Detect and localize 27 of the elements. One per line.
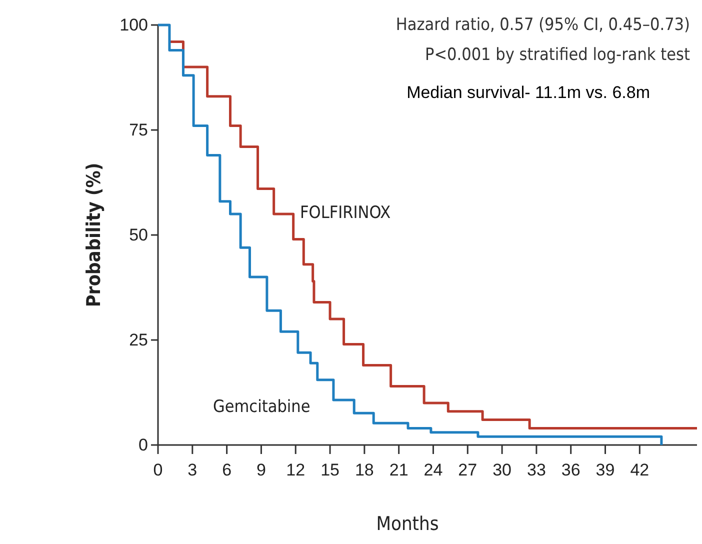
x-tick-label: 30: [492, 460, 512, 480]
y-tick-label: 50: [129, 225, 148, 244]
x-tick-label: 0: [153, 460, 163, 480]
x-tick-label: 3: [188, 460, 198, 480]
series-label: Gemcitabine: [213, 397, 310, 417]
x-tick-label: 36: [561, 460, 580, 480]
x-tick-label: 15: [320, 460, 340, 480]
x-tick-label: 12: [286, 460, 306, 480]
x-tick-label: 6: [222, 460, 232, 480]
x-tick-label: 33: [526, 460, 546, 480]
x-tick-label: 42: [630, 460, 650, 480]
y-tick-label: 25: [129, 330, 148, 350]
y-tick-label: 100: [120, 15, 148, 34]
annotation: P<0.001 by stratified log-rank test: [424, 45, 690, 65]
x-tick-label: 9: [256, 460, 266, 480]
series-label: FOLFIRINOX: [300, 203, 391, 223]
annotation: Median survival- 11.1m vs. 6.8m: [406, 83, 650, 102]
annotation: Hazard ratio, 0.57 (95% CI, 0.45–0.73): [396, 15, 690, 35]
x-tick-label: 27: [458, 460, 478, 480]
y-tick-label: 75: [129, 120, 148, 140]
y-axis-title: Probability (%): [83, 162, 105, 308]
x-tick-label: 39: [596, 460, 615, 480]
x-tick-label: 18: [354, 460, 374, 480]
y-tick-label: 0: [138, 435, 148, 454]
x-tick-label: 24: [424, 460, 443, 480]
x-axis-title: Months: [376, 513, 439, 535]
x-tick-label: 21: [389, 460, 408, 480]
